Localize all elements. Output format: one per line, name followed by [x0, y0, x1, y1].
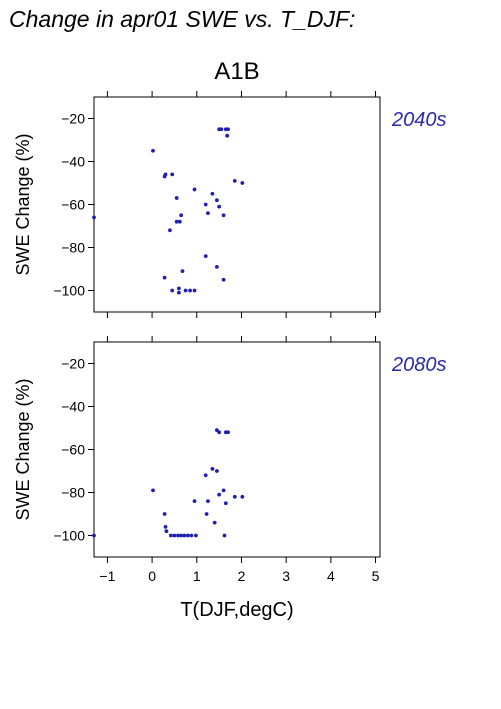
data-point: [162, 275, 167, 280]
data-point: [232, 178, 237, 183]
data-point: [206, 499, 210, 503]
data-point: [223, 501, 228, 506]
y-tick-label: −60: [61, 197, 85, 213]
y-tick-label: −60: [61, 442, 85, 458]
y-tick-label: −100: [53, 283, 85, 299]
data-point: [232, 494, 237, 499]
data-point: [221, 488, 226, 493]
data-point: [240, 181, 245, 185]
data-point: [192, 288, 197, 293]
data-point: [177, 290, 181, 295]
data-point: [179, 533, 184, 538]
data-point: [188, 288, 192, 293]
data-point: [189, 533, 194, 538]
data-point: [179, 213, 184, 218]
data-point: [217, 204, 222, 209]
data-point: [206, 211, 210, 216]
data-point: [225, 133, 230, 138]
data-point: [226, 430, 230, 435]
data-point: [170, 288, 175, 293]
data-point: [221, 277, 226, 282]
data-point: [151, 148, 155, 153]
data-point: [192, 499, 197, 503]
y-tick-label: −40: [61, 154, 85, 170]
data-point: [182, 533, 187, 538]
data-point: [192, 187, 197, 192]
y-tick-label: −100: [53, 528, 85, 544]
data-point: [193, 533, 198, 538]
data-point: [204, 512, 209, 516]
data-point: [214, 264, 219, 269]
data-point: [185, 533, 190, 538]
data-point: [226, 127, 230, 132]
x-tick-label: −1: [99, 568, 115, 584]
data-point: [210, 191, 215, 196]
panel-2080s: −100 −80 −60 −40 −20 −1 0 1 2 3 4 5 SWE Change (%) 20…: [13, 336, 447, 584]
data-point: [203, 254, 208, 258]
x-tick-label: 2: [238, 568, 246, 584]
y-axis-label: SWE Change (%): [13, 133, 33, 275]
data-point: [180, 269, 185, 274]
x-tick-label: 0: [148, 568, 156, 584]
data-point: [164, 529, 169, 534]
data-point: [162, 512, 167, 516]
y-tick-label: −20: [61, 356, 85, 372]
data-point: [168, 228, 172, 233]
data-point: [151, 488, 155, 493]
x-axis-label: T(DJF,degC): [180, 599, 293, 621]
panel-2040s: −100 −80 −60 −40 −20 SWE Change (%) 2040s: [13, 91, 447, 318]
x-tick-label: 5: [372, 568, 380, 584]
x-tick-label: 4: [327, 568, 335, 584]
data-point: [163, 172, 168, 177]
data-point: [214, 469, 219, 473]
panel-period-label: 2040s: [391, 109, 447, 131]
plot-frame: [93, 341, 381, 558]
data-point: [174, 196, 179, 200]
data-point: [221, 213, 226, 218]
data-point: [183, 288, 188, 293]
data-point: [168, 533, 173, 538]
data-point: [214, 198, 219, 203]
data-point: [174, 219, 179, 224]
x-tick-label: 1: [193, 568, 201, 584]
data-point: [217, 430, 222, 435]
scenario-subtitle: A1B: [214, 58, 259, 85]
figure-title: Change in apr01 SWE vs. T_DJF:: [9, 6, 355, 32]
y-tick-label: −80: [61, 240, 85, 256]
data-point: [172, 533, 177, 538]
plot-frame: [93, 96, 381, 313]
y-tick-label: −20: [61, 111, 85, 127]
data-point: [170, 172, 175, 177]
data-point: [92, 533, 96, 538]
data-point: [210, 466, 215, 471]
data-point: [203, 202, 208, 207]
y-tick-label: −80: [61, 485, 85, 501]
data-point: [177, 219, 182, 224]
data-point: [222, 533, 227, 538]
data-point: [219, 127, 224, 132]
y-tick-label: −40: [61, 399, 85, 415]
data-point: [212, 520, 217, 525]
data-point: [163, 525, 168, 529]
data-point: [92, 215, 96, 220]
data-point: [203, 473, 208, 478]
data-point: [240, 494, 245, 499]
y-axis-label: SWE Change (%): [13, 378, 33, 520]
data-point: [177, 286, 181, 291]
data-point: [176, 533, 180, 538]
x-tick-label: 3: [282, 568, 290, 584]
panel-period-label: 2080s: [391, 354, 447, 376]
data-point: [217, 492, 222, 497]
